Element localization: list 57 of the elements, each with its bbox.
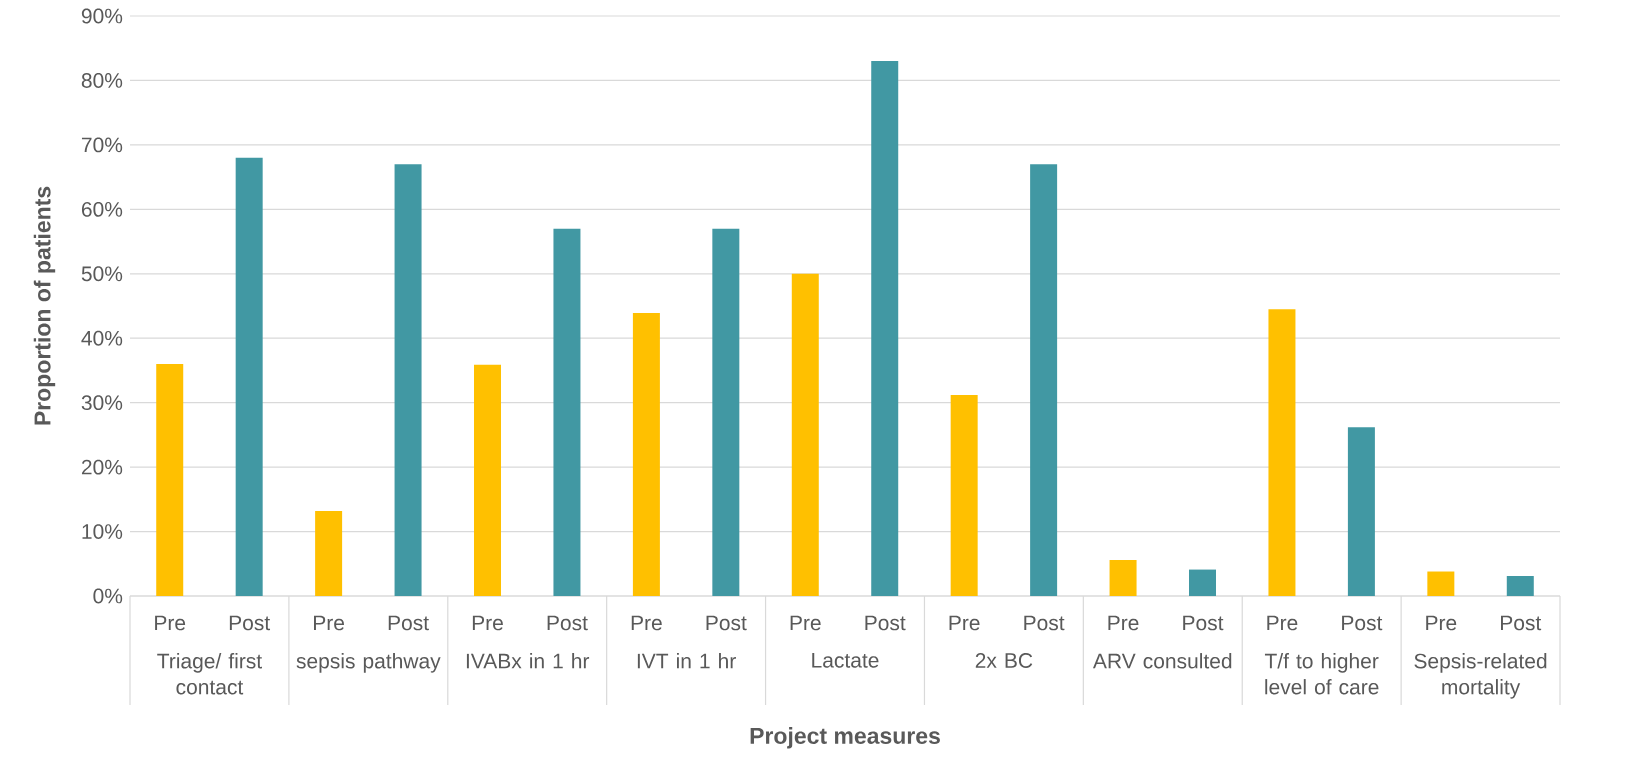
text: Post	[388, 615, 429, 631]
series-label: Post	[229, 615, 271, 631]
text: Pre	[631, 615, 662, 631]
bar	[394, 164, 422, 596]
y-tick-label: 60%	[81, 201, 123, 217]
x-tick-label: sepsis pathway	[296, 653, 441, 673]
y-tick-label: 70%	[81, 137, 123, 153]
text: Post	[1024, 615, 1065, 631]
bar	[474, 364, 502, 596]
y-tick-label: 0%	[93, 588, 123, 604]
bar	[1427, 571, 1455, 596]
text: Pre	[155, 615, 186, 631]
x-tick-label: Sepsis-related mortality	[1414, 653, 1547, 699]
bar	[1506, 576, 1534, 596]
x-tick-label: Lactate	[812, 653, 879, 668]
text: Pre	[949, 615, 980, 631]
text: Post	[1342, 615, 1383, 631]
y-tick-label: 10%	[82, 524, 123, 540]
bar	[1268, 309, 1296, 596]
bar	[950, 394, 978, 596]
x-tick-label: IVABx in 1 hr	[466, 653, 590, 669]
bar	[553, 228, 581, 596]
y-tick-label: 90%	[81, 8, 123, 24]
series-label: Pre	[1108, 615, 1139, 631]
bar	[1030, 164, 1058, 596]
text: Pre	[1426, 615, 1457, 631]
y-tick-label: 40%	[81, 330, 123, 346]
x-tick-label: T/f to higher level of care	[1264, 653, 1379, 695]
bar	[712, 228, 740, 596]
bar	[871, 61, 899, 596]
bar	[235, 157, 263, 596]
text: Pre	[790, 615, 821, 631]
text: Pre	[472, 615, 503, 631]
bar	[632, 313, 660, 596]
y-tick-label: 30%	[81, 395, 123, 411]
text: Post	[1501, 615, 1542, 631]
x-tick-label: Triage/ first contact	[157, 653, 262, 695]
bar	[1347, 427, 1375, 596]
text: Post	[706, 615, 747, 631]
text: Post	[547, 615, 588, 631]
y-tick-label: 20%	[81, 459, 123, 475]
y-tick-label: 50%	[81, 266, 123, 282]
bar	[1109, 559, 1137, 596]
y-axis-title: Proportion of patients	[33, 186, 56, 425]
text: Post	[865, 615, 906, 631]
bar	[1189, 569, 1217, 596]
x-tick-label: IVT in 1 hr	[637, 653, 736, 669]
x-tick-label: ARV consulted	[1092, 653, 1232, 669]
x-tick-label: 2x BC	[975, 653, 1033, 668]
x-axis-title: Project measures	[750, 727, 940, 749]
bar	[791, 273, 819, 596]
y-tick-label: 80%	[81, 73, 123, 88]
bar	[315, 510, 343, 596]
text: Pre	[314, 615, 344, 631]
bar	[156, 364, 184, 596]
text: Pre	[1267, 615, 1298, 631]
text: Post	[1183, 615, 1224, 631]
